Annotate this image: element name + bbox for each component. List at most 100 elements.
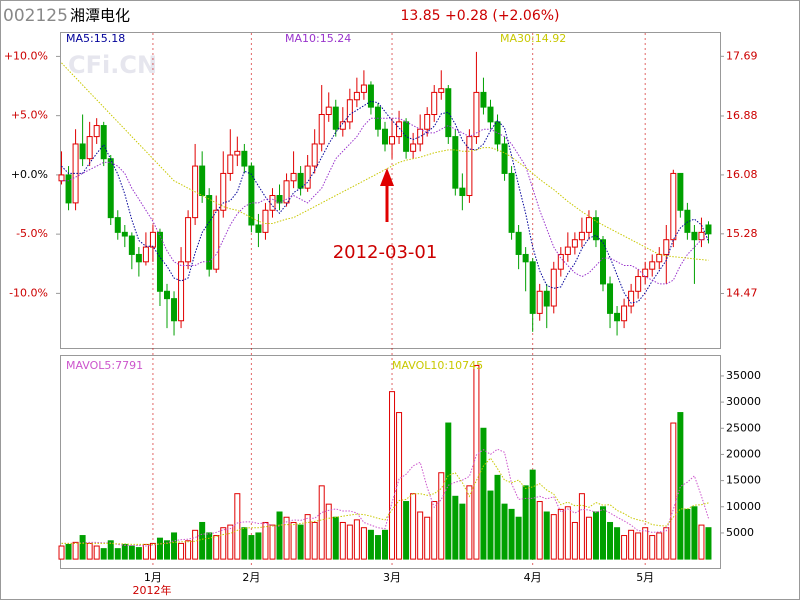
candle-body — [206, 195, 213, 270]
candle-body — [445, 88, 452, 138]
volume-bar — [128, 545, 135, 560]
candle-body — [592, 217, 599, 241]
candle-body — [698, 231, 705, 241]
candle-body — [410, 143, 417, 152]
y-tick-label: 16.08 — [726, 168, 758, 181]
volume-bar — [389, 391, 396, 560]
y2-tick-label: +10.0% — [4, 49, 48, 62]
ma-line — [61, 100, 709, 304]
candle-body — [65, 174, 72, 204]
annotation: 2012-03-01 — [333, 242, 438, 263]
candle-body — [269, 195, 276, 211]
volume-bar — [156, 537, 163, 560]
candle-body — [684, 209, 691, 233]
candle-body — [663, 239, 670, 255]
candle-body — [290, 172, 297, 182]
volume-bar — [178, 542, 185, 560]
candle-body — [93, 125, 100, 138]
candle-body — [255, 224, 262, 233]
volume-bar — [86, 542, 93, 560]
volume-bar — [557, 508, 564, 560]
volume-bar — [508, 508, 515, 560]
volume-bar — [290, 521, 297, 560]
volume-bar — [213, 535, 220, 560]
candle-body — [107, 158, 114, 219]
volume-bar — [276, 511, 283, 560]
candle-body — [466, 136, 473, 197]
y2-tick-label: -5.0% — [16, 227, 48, 240]
volume-bar — [698, 524, 705, 560]
candle-body — [382, 128, 388, 145]
y-tick-label: 14.47 — [726, 286, 758, 299]
candle-body — [332, 106, 339, 130]
volume-bar — [459, 503, 466, 560]
candle-body — [691, 231, 698, 241]
candle-body — [135, 253, 142, 263]
volume-bar — [515, 516, 522, 560]
volume-bar — [318, 485, 325, 560]
candle-body — [100, 125, 107, 160]
volume-bar — [403, 501, 410, 560]
candle-body — [614, 312, 621, 322]
vol-tick-label: 20000 — [726, 447, 761, 460]
volume-bar — [255, 532, 262, 560]
volume-bar — [501, 503, 508, 560]
candle-body — [656, 253, 663, 263]
candle-body — [480, 91, 487, 108]
candle-body — [178, 261, 185, 322]
volume-bar — [121, 543, 128, 560]
candle-body — [346, 99, 353, 123]
candle-body — [304, 165, 311, 189]
volume-bar — [684, 508, 691, 560]
volume-bar — [72, 541, 79, 560]
volume-bar — [332, 516, 339, 560]
candle-body — [185, 217, 192, 263]
candle-body — [670, 172, 677, 241]
candle-body — [241, 150, 248, 167]
volume-bar — [536, 501, 543, 560]
vol-tick-label: 15000 — [726, 474, 761, 487]
candle-body — [508, 172, 515, 233]
candle-body — [578, 231, 585, 241]
candle-body — [424, 113, 431, 130]
volume-bar — [135, 547, 142, 560]
volume-bar — [670, 422, 677, 560]
volume-bar — [185, 540, 192, 560]
candle-body — [248, 165, 255, 226]
candle-body — [311, 143, 318, 167]
candle-body — [452, 136, 459, 189]
candle-body — [72, 143, 79, 204]
volume-bar — [360, 527, 367, 560]
candle-body — [58, 174, 65, 182]
volume-bar — [621, 535, 628, 560]
candle-body — [515, 231, 522, 255]
volume-bar — [543, 511, 550, 560]
volume-bar — [663, 527, 670, 560]
candle-body — [234, 150, 241, 156]
y2-tick-label: -10.0% — [9, 286, 48, 299]
volume-bar — [642, 527, 649, 560]
volume-bar — [649, 535, 656, 560]
volume-bar — [691, 506, 698, 560]
volume-bar — [424, 516, 431, 560]
volume-bar — [677, 412, 684, 560]
ma-line — [61, 457, 709, 545]
candle-body — [213, 209, 220, 270]
candle-body — [114, 217, 121, 233]
y-tick-label: 16.88 — [726, 109, 758, 122]
volume-bar — [614, 527, 621, 560]
volume-bar — [431, 501, 438, 560]
volume-bar — [656, 532, 663, 560]
volume-bar — [578, 493, 585, 560]
volume-bar — [494, 474, 501, 560]
vol-tick-label: 10000 — [726, 500, 761, 513]
candle-body — [459, 187, 466, 197]
volume-bar — [367, 529, 374, 560]
candle-body — [403, 121, 410, 152]
legend-label: MA30:14.92 — [500, 32, 566, 45]
vol-tick-label: 5000 — [726, 526, 754, 539]
candle-body — [621, 305, 628, 322]
volume-bar — [480, 427, 487, 560]
